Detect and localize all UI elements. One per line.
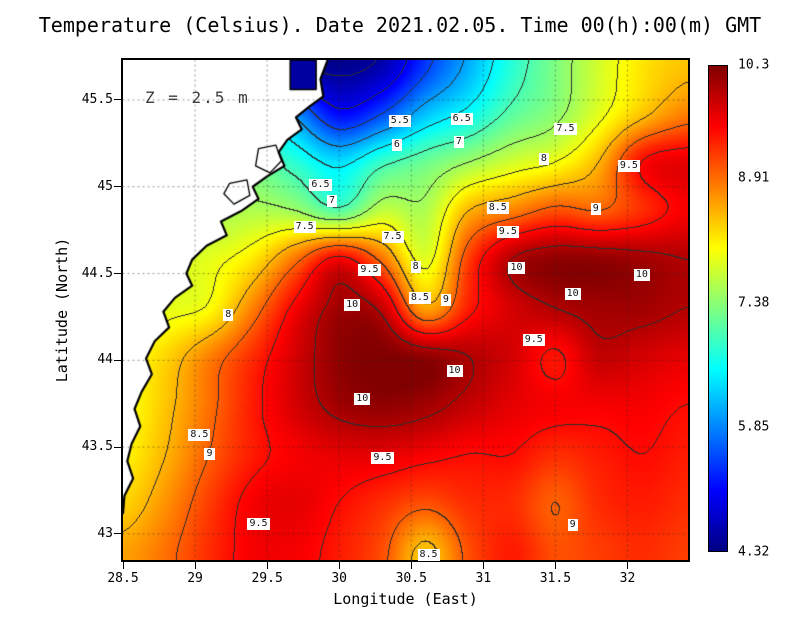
contour-label: 5.5 (388, 114, 411, 127)
x-tick (122, 562, 124, 569)
x-axis-label: Longitude (East) (333, 590, 478, 608)
contour-label: 9 (440, 293, 451, 306)
contour-label: 10 (344, 298, 361, 311)
colorbar-tick-label: 7.38 (738, 295, 770, 311)
contour-label: 10 (354, 392, 371, 405)
contour-label: 6 (391, 139, 402, 152)
depth-annotation: Z = 2.5 m (145, 88, 250, 107)
x-tick (554, 562, 556, 569)
contour-label: 9 (567, 519, 578, 532)
x-tick-label: 30 (331, 571, 348, 586)
contour-label: 7 (326, 194, 337, 207)
x-tick-label: 29.5 (251, 571, 283, 586)
contour-labels-layer: 5.5 6.5 7.5 6 7 8 9.5 6.5 7 8.5 9 7.5 7.5 9.5 8 9.5 10 10… (123, 60, 688, 561)
colorbar-tick-label: 10.3 (738, 57, 770, 73)
contour-label: 10 (446, 364, 463, 377)
y-tick-label: 44 (97, 352, 113, 368)
contour-label: 9 (590, 203, 601, 216)
y-tick-label: 45 (97, 178, 113, 194)
contour-label: 9.5 (617, 159, 640, 172)
contour-label: 9.5 (522, 333, 545, 346)
y-tick (114, 273, 121, 275)
x-tick-label: 31.5 (539, 571, 572, 586)
x-tick (194, 562, 196, 569)
x-tick-label: 32 (619, 571, 636, 586)
y-tick-label: 45.5 (81, 91, 113, 107)
contour-label: 10 (633, 269, 650, 282)
x-tick (338, 562, 340, 569)
x-tick-label: 28.5 (107, 571, 139, 586)
y-tick-label: 43 (97, 525, 113, 541)
temperature-field-canvas (123, 60, 688, 560)
contour-label: 7 (453, 135, 464, 148)
colorbar-tick-label: 4.32 (738, 544, 770, 560)
contour-label: 9.5 (371, 451, 394, 464)
x-tick (482, 562, 484, 569)
contour-label: 10 (564, 288, 581, 301)
colorbar-gradient (708, 65, 728, 552)
contour-label: 9 (204, 448, 215, 461)
contour-label: 9.5 (496, 225, 519, 238)
x-tick (266, 562, 268, 569)
contour-label: 7.5 (381, 231, 404, 244)
colorbar-tick-label: 8.91 (738, 170, 770, 186)
colorbar-tick-label: 5.85 (738, 419, 770, 435)
y-tick (114, 359, 121, 361)
y-tick-label: 43.5 (81, 439, 113, 455)
y-tick-label: 44.5 (81, 265, 113, 281)
contour-label: 8.5 (188, 429, 211, 441)
plot-area: 5.5 6.5 7.5 6 7 8 9.5 6.5 7 8.5 9 7.5 7.5 9.5 8 9.5 10 10… (121, 58, 690, 562)
x-tick (410, 562, 412, 569)
contour-label: 9.5 (247, 517, 270, 530)
contour-label: 7.5 (293, 220, 316, 233)
x-tick-label: 29 (187, 571, 203, 586)
x-tick (626, 562, 628, 569)
contour-label: 8.5 (417, 548, 440, 561)
y-tick (114, 99, 121, 101)
x-tick-label: 30.5 (395, 571, 427, 586)
contour-label: 6.5 (309, 179, 332, 191)
y-tick (114, 533, 121, 535)
contour-label: 8.5 (486, 201, 509, 214)
contour-label: 7.5 (554, 123, 577, 136)
chart-title: Temperature (Celsius). Date 2021.02.05. … (38, 13, 762, 37)
x-tick-label: 31 (475, 571, 492, 586)
contour-label: 6.5 (450, 113, 473, 126)
colorbar: 10.3 8.91 7.38 5.85 4.32 (708, 58, 798, 560)
y-tick (114, 186, 121, 188)
y-tick (114, 446, 121, 448)
contour-label: 8 (410, 260, 421, 273)
contour-label: 8 (223, 309, 234, 322)
contour-label: 10 (508, 262, 525, 275)
contour-label: 8.5 (408, 291, 431, 304)
contour-label: 9.5 (358, 264, 381, 277)
contour-label: 8 (538, 152, 549, 165)
